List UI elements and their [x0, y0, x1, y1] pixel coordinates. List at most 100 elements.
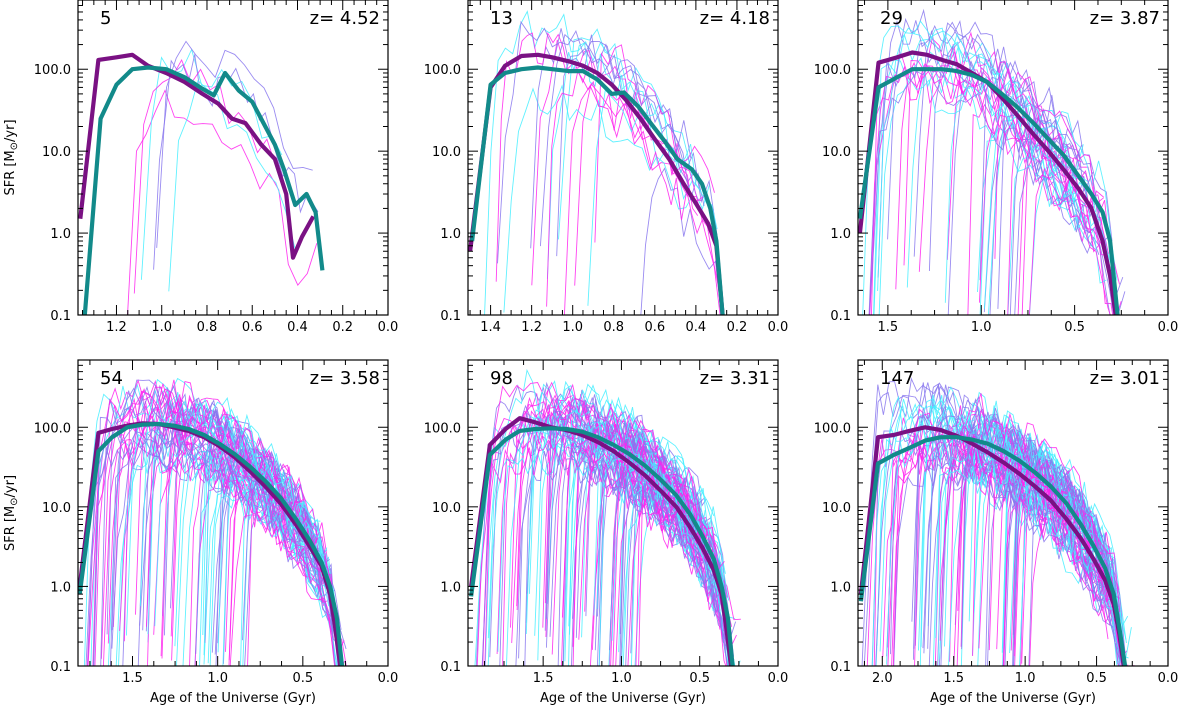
galaxy-track	[890, 404, 1120, 655]
median-line-purple	[858, 425, 1126, 666]
galaxy-track	[862, 25, 1097, 315]
galaxy-track	[528, 384, 715, 594]
y-axis-title: SFR [M⊙/yr]	[3, 475, 20, 551]
redshift-label: z= 4.18	[700, 8, 770, 29]
x-tick-label: 0.5	[1086, 671, 1107, 686]
plot-area	[858, 377, 1135, 666]
y-tick-label: 1.0	[50, 227, 71, 242]
y-tick-label: 0.1	[440, 309, 461, 324]
y-tick-label: 0.1	[830, 660, 851, 675]
galaxy-track	[146, 379, 312, 627]
galaxy-track	[156, 40, 313, 248]
y-tick-label: 1.0	[830, 227, 851, 242]
y-tick-label: 10.0	[822, 145, 851, 160]
x-tick-label: 0.0	[378, 671, 399, 686]
galaxy-track	[93, 384, 308, 666]
galaxy-track	[127, 89, 318, 315]
x-tick-label: 0.0	[1158, 320, 1179, 335]
redshift-label: z= 3.58	[310, 368, 380, 389]
galaxy-track	[503, 84, 694, 313]
galaxy-track	[983, 114, 1078, 313]
redshift-label: z= 3.87	[1090, 8, 1160, 29]
x-tick-label: 1.0	[562, 320, 583, 335]
y-tick-label: 10.0	[432, 145, 461, 160]
x-tick-label: 1.5	[533, 671, 554, 686]
plot-area	[469, 368, 741, 666]
plot-area	[858, 8, 1126, 315]
galaxy-track	[139, 390, 327, 607]
x-axis-title: Age of the Universe (Gyr)	[150, 691, 316, 706]
galaxy-track	[957, 393, 1121, 612]
median-line-purple	[468, 52, 725, 315]
x-tick-label: 0.6	[644, 320, 665, 335]
galaxy-track	[102, 432, 334, 666]
y-tick-label: 0.1	[440, 660, 461, 675]
x-tick-label: 1.0	[611, 671, 632, 686]
galaxy-track	[928, 21, 1113, 272]
y-tick-label: 0.1	[50, 660, 71, 675]
galaxy-track	[168, 79, 296, 292]
galaxy-track	[869, 51, 1094, 315]
median-line-teal	[78, 421, 345, 666]
galaxy-count-label: 29	[880, 8, 903, 29]
x-tick-label: 0.6	[242, 320, 263, 335]
y-tick-label: 100.0	[424, 63, 461, 78]
galaxy-track	[112, 388, 321, 628]
galaxy-count-label: 13	[490, 8, 513, 29]
x-tick-label: 1.4	[480, 320, 501, 335]
panel-147: 0.1 1.0 10.0 100.0 2.0 1.5 1.0 0.5 0.0 147 z= 3.01…	[814, 359, 1178, 706]
galaxy-track	[133, 58, 277, 294]
galaxy-count-label: 147	[880, 368, 914, 389]
galaxy-track	[875, 415, 1121, 666]
y-tick-label: 100.0	[424, 421, 461, 436]
y-tick-label: 1.0	[50, 580, 71, 595]
x-tick-label: 0.5	[1064, 320, 1085, 335]
galaxy-track	[202, 396, 321, 636]
y-tick-label: 10.0	[42, 501, 71, 516]
median-line-purple	[78, 52, 316, 260]
median-line-purple	[858, 50, 1118, 315]
y-tick-label: 100.0	[34, 63, 71, 78]
galaxy-count-label: 98	[490, 368, 513, 389]
galaxy-track	[1029, 174, 1094, 315]
y-tick-label: 10.0	[432, 501, 461, 516]
axes-frame	[857, 0, 1169, 316]
x-tick-label: 1.2	[106, 320, 127, 335]
galaxy-track	[868, 65, 1096, 315]
galaxy-track	[544, 397, 725, 604]
plot-area	[78, 377, 347, 666]
galaxy-track	[574, 82, 707, 286]
y-tick-label: 0.1	[50, 309, 71, 324]
y-tick-label: 100.0	[34, 421, 71, 436]
axes-frame	[77, 359, 389, 667]
galaxy-track	[203, 425, 326, 656]
galaxy-track	[546, 70, 723, 315]
panel-98: 0.1 1.0 10.0 100.0 1.5 1.0 0.5 0.0 98 z= 3.31 Age …	[424, 359, 788, 706]
galaxy-count-label: 5	[100, 8, 111, 29]
galaxy-track	[887, 405, 1117, 648]
galaxy-track	[869, 65, 1111, 315]
galaxy-track	[947, 72, 1115, 315]
x-axis-title: Age of the Universe (Gyr)	[930, 691, 1096, 706]
plot-area	[468, 10, 725, 315]
median-line-purple	[469, 416, 734, 666]
galaxy-track	[597, 410, 704, 617]
x-tick-label: 1.0	[971, 320, 992, 335]
median-line-teal	[470, 65, 725, 315]
axes-frame	[467, 0, 779, 316]
x-tick-label: 0.0	[378, 320, 399, 335]
x-tick-label: 1.5	[943, 671, 964, 686]
galaxy-track	[524, 450, 732, 666]
x-tick-label: 0.0	[768, 320, 789, 335]
x-axis-title: Age of the Universe (Gyr)	[540, 691, 706, 706]
plot-area	[78, 40, 325, 315]
x-tick-label: 1.0	[207, 671, 228, 686]
x-tick-label: 2.0	[872, 671, 893, 686]
x-tick-label: 0.4	[287, 320, 308, 335]
panel-29: 0.1 1.0 10.0 100.0 1.5 1.0 0.5 0.0 29 z= 3.87	[814, 0, 1179, 335]
y-tick-label: 1.0	[440, 580, 461, 595]
x-tick-label: 0.5	[689, 671, 710, 686]
x-tick-label: 1.5	[878, 320, 899, 335]
y-tick-label: 10.0	[42, 145, 71, 160]
galaxy-track	[160, 411, 307, 657]
